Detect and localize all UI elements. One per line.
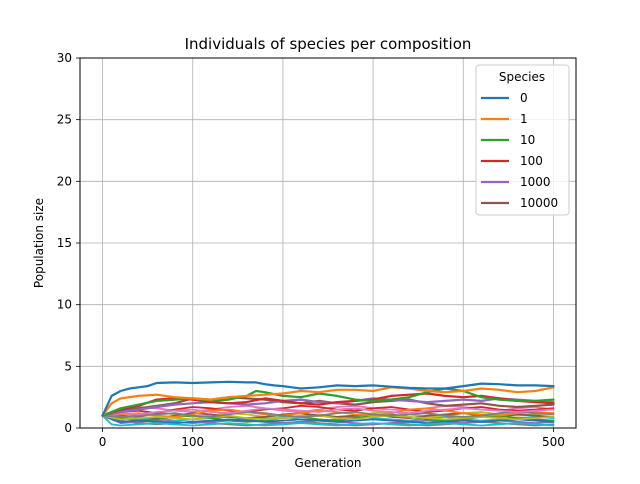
legend-entry-label: 1000 [520,175,551,189]
series-line-unlabeled [101,414,555,421]
series-line-unlabeled [101,407,555,417]
y-tick-label: 25 [57,113,72,127]
series-line-0 [101,380,555,417]
legend-box [475,64,570,216]
legend-entries: 0 1 10 100 1000 10000 [481,91,558,210]
legend-title: Species [499,70,545,84]
y-axis-label: Population size [32,198,46,288]
x-tick-label: 200 [271,435,294,449]
y-tick-label: 20 [57,174,72,188]
x-tick-label: 500 [542,435,565,449]
legend-entry-label: 10000 [520,196,558,210]
x-tick-label: 100 [181,435,204,449]
legend-entry-label: 1 [520,112,528,126]
y-tick-label: 10 [57,298,72,312]
x-axis-label: Generation [295,456,362,470]
y-tick-label: 30 [57,51,72,65]
legend-entry-label: 0 [520,91,528,105]
series-line-unlabeled [101,404,555,417]
legend-entry-label: 10 [520,133,535,147]
series-line-10 [101,387,555,417]
series-line-unlabeled [101,414,555,427]
series-line-unlabeled [101,414,555,425]
series-line-unlabeled [101,411,555,418]
series-line-1 [101,386,555,417]
x-tick-label: 300 [362,435,385,449]
y-tick-label: 0 [64,421,72,435]
y-tick-label: 5 [64,359,72,373]
y-tick-label: 15 [57,236,72,250]
legend-entry-label: 100 [520,154,543,168]
legend: Species 0 1 10 100 1000 10000 [475,64,570,216]
chart-title: Individuals of species per composition [185,35,472,53]
x-tick-label: 0 [99,435,107,449]
series-layer [101,380,555,427]
x-tick-label: 400 [452,435,475,449]
